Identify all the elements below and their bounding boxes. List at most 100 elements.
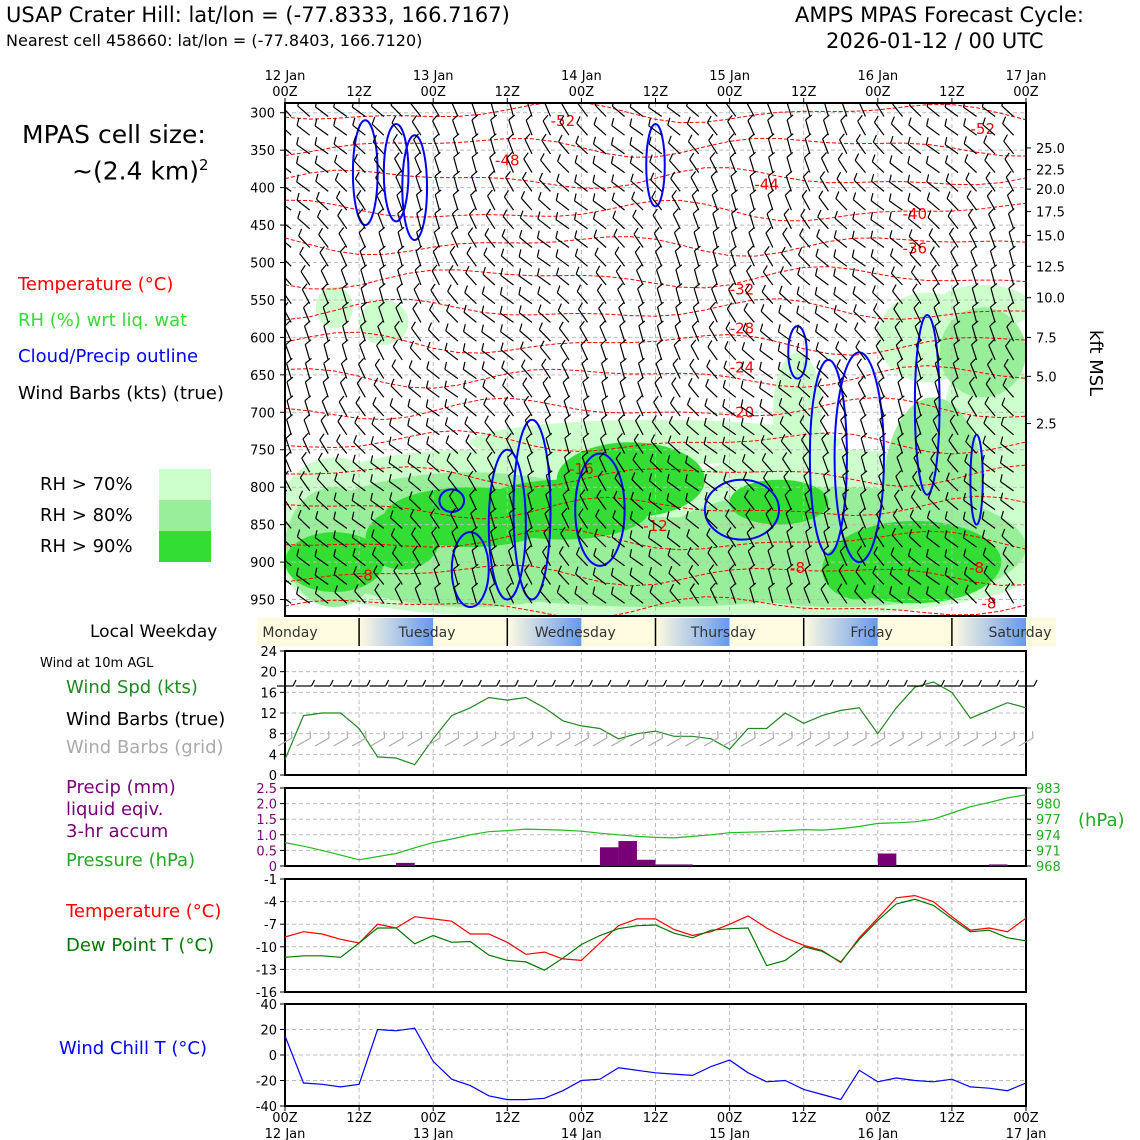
barb-staff (352, 480, 366, 492)
barb-staff (855, 140, 866, 155)
barb-staff (321, 288, 329, 304)
barb-flag (981, 511, 985, 520)
wind-barb-22 (285, 508, 292, 529)
barb-staff (707, 552, 718, 567)
wind-barb-418 (560, 339, 570, 361)
barb-staff (464, 423, 477, 436)
wind-barb-1069 (1001, 397, 1015, 417)
barb-staff (596, 289, 607, 305)
barb-staff (778, 405, 792, 417)
barb-flag (555, 249, 559, 257)
barb-flag (982, 547, 987, 556)
wind-barb-563 (648, 530, 663, 548)
barb-staff (708, 327, 718, 342)
barb-staff (689, 159, 700, 173)
wind-barb-32 (296, 192, 311, 211)
barb-staff (964, 460, 978, 473)
barb-flag (964, 154, 969, 162)
barb-flag (630, 491, 634, 500)
wind-barb-649 (727, 114, 737, 136)
wind-barb-514 (629, 118, 644, 136)
barb-staff (615, 458, 626, 473)
barb-flag (376, 189, 383, 197)
wind-barb-344 (507, 470, 515, 492)
barb-staff (981, 518, 996, 529)
barb-flag (712, 264, 719, 271)
barb-staff (749, 194, 755, 211)
wind-barb-849 (854, 322, 866, 342)
barb-flag (407, 436, 410, 445)
barb-flag (444, 361, 448, 370)
barb-staff (466, 458, 477, 473)
wind-barb-616 (685, 510, 700, 529)
wind-barb-893 (889, 135, 903, 155)
barb-flag (999, 455, 1003, 464)
barb-flag (292, 679, 297, 687)
barb-flag (414, 151, 421, 159)
barb-staff (637, 288, 644, 304)
wind-barb-703 (767, 114, 774, 136)
barb-staff (615, 270, 626, 286)
barb-staff (500, 293, 514, 305)
barb-flag (537, 211, 541, 220)
wind-barb-671 (726, 527, 737, 548)
barb-flag (767, 189, 775, 196)
dewpoint-panel-label: Dew Point T (°C) (66, 935, 215, 956)
barb-staff (539, 590, 551, 604)
wind-barb-692 (740, 417, 755, 436)
barb-flag (555, 230, 559, 239)
wind-barb-455 (577, 527, 589, 548)
barb-flag (926, 103, 930, 107)
barb-flag (329, 679, 334, 687)
barb-flag (996, 679, 1001, 687)
barb-staff (815, 331, 829, 342)
barb-flag (967, 395, 973, 403)
barb-flag (933, 395, 941, 402)
barb-flag (452, 133, 460, 140)
barb-staff (872, 141, 885, 155)
wind-barb-741 (777, 324, 792, 342)
barb-staff (984, 159, 996, 173)
wind-barb-473 (601, 357, 608, 379)
wind-barb-250 (450, 226, 459, 248)
barb-staff (944, 537, 959, 548)
barb-flag (507, 563, 514, 571)
wind-barb-968 (926, 529, 940, 548)
barb-flag (599, 320, 606, 327)
wind-barb-642 (704, 492, 718, 511)
barb-staff (542, 382, 552, 398)
temp-label-12: -8 (358, 567, 373, 585)
barb-staff (949, 420, 959, 436)
barb-staff (786, 550, 792, 566)
wind-barb-1057 (1005, 170, 1015, 192)
wind-barb-143 (378, 245, 386, 267)
barb-flag (749, 189, 757, 196)
wind-barb-120 (359, 320, 367, 342)
wind-barb-173 (395, 301, 403, 323)
wind-barb-264 (448, 489, 459, 511)
barb-staff (580, 345, 589, 361)
barb-flag (889, 586, 893, 594)
barb-staff (786, 568, 792, 585)
wind-barb-432 (577, 103, 589, 117)
wind-barb-679 (749, 170, 757, 192)
barb-staff (761, 291, 774, 305)
barb-flag (926, 192, 931, 200)
barb-staff (818, 402, 829, 417)
barb-staff (351, 518, 366, 529)
wind-barb-137 (372, 134, 385, 155)
barb-staff (351, 737, 367, 747)
barb-flag (581, 451, 589, 458)
barb-staff (333, 537, 348, 548)
barb-flag (393, 564, 399, 572)
barb-flag (766, 208, 773, 215)
wind-barb-329 (503, 190, 514, 211)
barb-flag (560, 526, 566, 534)
barb-staff (669, 160, 681, 173)
barb-staff (926, 125, 940, 136)
barb-staff (693, 232, 700, 248)
wind10m-barb-grid-42 (537, 731, 552, 747)
wind-barb-105 (333, 548, 348, 567)
wind-barb-983 (953, 301, 960, 323)
wind-barb-844 (851, 230, 866, 248)
